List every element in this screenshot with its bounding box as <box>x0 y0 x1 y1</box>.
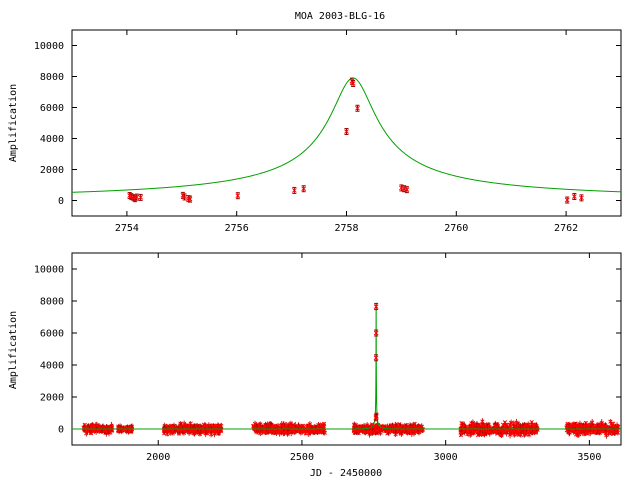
y-tick-label: 10000 <box>34 41 64 52</box>
data-point <box>260 428 265 435</box>
bottom-plot-frame <box>71 252 622 446</box>
peak-data-point <box>373 354 379 362</box>
x-tick-label: 2758 <box>334 223 358 234</box>
y-tick-label: 8000 <box>40 72 64 83</box>
data-point <box>404 186 410 194</box>
top-x-tick-labels: 2754 2756 2758 2760 2762 <box>115 223 578 234</box>
data-point <box>187 195 193 203</box>
data-point <box>208 431 214 438</box>
y-tick-label: 6000 <box>40 329 64 340</box>
x-tick-label: 2756 <box>225 223 249 234</box>
data-point <box>285 428 290 437</box>
data-point <box>291 186 297 194</box>
data-point <box>201 422 207 427</box>
y-tick-label: 2000 <box>40 165 64 176</box>
top-axis-ticks <box>72 30 621 216</box>
data-point <box>301 185 307 193</box>
chart-title: MOA 2003-BLG-16 <box>295 11 385 22</box>
data-point <box>94 421 100 430</box>
x-tick-label: 2500 <box>290 452 314 463</box>
data-point <box>350 79 356 87</box>
data-point <box>105 425 111 432</box>
top-y-axis-label: Amplification <box>8 84 19 162</box>
x-tick-label: 2760 <box>444 223 468 234</box>
y-tick-label: 8000 <box>40 297 64 308</box>
bottom-data-points <box>81 418 621 439</box>
x-tick-label: 2000 <box>146 452 170 463</box>
x-tick-label: 2762 <box>554 223 578 234</box>
y-tick-label: 0 <box>58 196 64 207</box>
data-point <box>264 423 269 429</box>
data-point <box>286 422 291 428</box>
data-point <box>165 429 170 434</box>
y-tick-label: 4000 <box>40 134 64 145</box>
data-point <box>138 193 143 201</box>
data-point <box>188 421 193 427</box>
data-point <box>258 430 263 437</box>
bottom-x-axis-label: JD - 2450000 <box>310 468 382 479</box>
top-model-curve <box>71 77 622 193</box>
peak-data-point <box>373 303 379 311</box>
data-point <box>178 423 183 429</box>
y-tick-label: 2000 <box>40 393 64 404</box>
data-point <box>579 194 584 202</box>
y-tick-label: 0 <box>58 425 64 436</box>
data-point <box>206 422 211 430</box>
data-point <box>571 192 577 200</box>
bottom-model-curve <box>72 302 621 430</box>
bottom-x-tick-labels: 2000 2500 3000 3500 <box>146 452 601 463</box>
y-tick-label: 6000 <box>40 103 64 114</box>
y-tick-label: 10000 <box>34 265 64 276</box>
data-point <box>344 128 349 136</box>
data-point <box>355 104 360 112</box>
data-point <box>314 428 320 435</box>
x-tick-label: 3500 <box>577 452 601 463</box>
bottom-y-tick-labels: 0 2000 4000 6000 8000 10000 <box>34 265 64 436</box>
data-point <box>564 196 570 204</box>
top-y-tick-labels: 0 2000 4000 6000 8000 10000 <box>34 41 64 207</box>
data-point <box>182 193 187 201</box>
bottom-y-axis-label: Amplification <box>8 311 19 389</box>
data-point <box>254 424 260 433</box>
data-point <box>321 421 327 427</box>
data-point <box>401 185 407 193</box>
x-tick-label: 2754 <box>115 223 139 234</box>
top-data-points <box>127 77 584 204</box>
data-point <box>264 430 269 435</box>
data-point <box>134 193 140 201</box>
data-point <box>298 430 303 435</box>
x-tick-label: 3000 <box>434 452 458 463</box>
data-point <box>235 192 241 200</box>
bottom-axis-ticks <box>72 253 621 445</box>
y-tick-label: 4000 <box>40 361 64 372</box>
data-point <box>279 423 284 428</box>
peak-data-point <box>373 329 379 337</box>
data-point <box>303 431 308 436</box>
